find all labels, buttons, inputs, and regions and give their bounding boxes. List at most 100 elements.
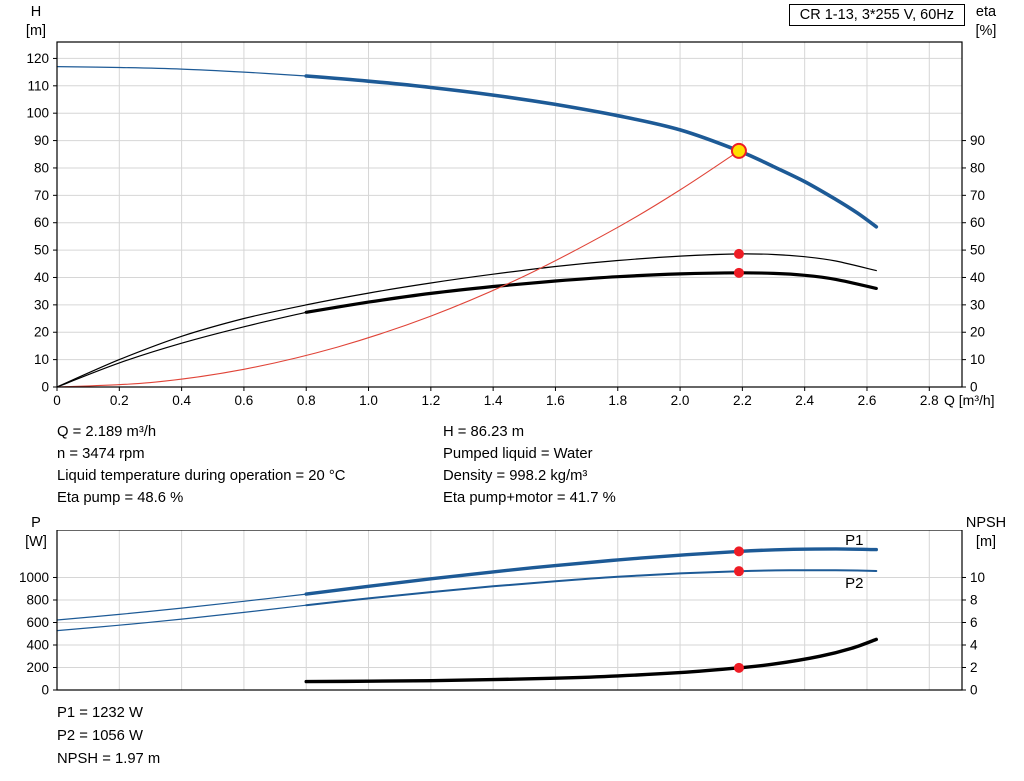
tick-label-bottom: 0.2 bbox=[110, 393, 129, 408]
p-axis-title-symbol: P bbox=[31, 515, 41, 531]
curve-label-p1: P1 bbox=[845, 532, 863, 549]
tick-label-right: 40 bbox=[970, 270, 985, 285]
tick-label-left: 50 bbox=[34, 243, 49, 258]
tick-label-right: 2 bbox=[970, 660, 978, 675]
tick-label-left: 400 bbox=[26, 637, 49, 652]
curve-label-p2: P2 bbox=[845, 575, 863, 592]
tick-label-right: 20 bbox=[970, 325, 985, 340]
p-axis-title-unit: [W] bbox=[25, 534, 47, 550]
tick-label-left: 80 bbox=[34, 160, 49, 175]
p2-curve-thin bbox=[56, 604, 307, 632]
info-eta-pump-motor: Eta pump+motor = 41.7 % bbox=[443, 490, 616, 506]
power-npsh-chart: 0 200 400 600 800 1000 0 2 4 6 8 10 P1 P2 bbox=[19, 530, 985, 698]
tick-label-left: 30 bbox=[34, 297, 49, 312]
tick-label-right: 50 bbox=[970, 243, 985, 258]
tick-label-right: 10 bbox=[970, 570, 985, 585]
h-axis-title-unit: [m] bbox=[25, 23, 47, 39]
q-axis-unit-label: Q [m³/h] bbox=[944, 392, 995, 408]
eta-axis-title-symbol: eta bbox=[975, 4, 997, 20]
chart-border bbox=[56, 530, 963, 691]
info-head: H = 86.23 m bbox=[443, 424, 525, 440]
tick-label-right: 8 bbox=[970, 592, 978, 607]
qh-eta-chart: 0 10 20 30 40 50 60 70 80 90 100 110 120 0 10 20 30 40 50 6… bbox=[26, 41, 985, 408]
duty-point bbox=[730, 142, 747, 159]
tick-label-right: 80 bbox=[970, 160, 985, 175]
p1-point bbox=[733, 546, 744, 557]
tick-label-left: 800 bbox=[26, 592, 49, 607]
eta-pump-point bbox=[733, 248, 744, 259]
p1-curve-thin bbox=[56, 593, 307, 621]
tick-label-bottom: 0.8 bbox=[297, 393, 316, 408]
tick-label-bottom: 2.0 bbox=[671, 393, 690, 408]
eta-axis-title: eta [%] bbox=[962, 3, 1010, 41]
tick-label-left: 10 bbox=[34, 352, 49, 367]
info-density: Density = 998.2 kg/m³ bbox=[443, 468, 588, 484]
qh-curve bbox=[304, 74, 879, 229]
tick-label-bottom: 2.4 bbox=[795, 393, 814, 408]
tick-label-right: 10 bbox=[970, 352, 985, 367]
results-block: P1 = 1232 W P2 = 1056 W NPSH = 1.97 m bbox=[57, 702, 160, 771]
tick-label-bottom: 0 bbox=[53, 393, 61, 408]
eta-pump-motor-curve bbox=[304, 271, 878, 314]
tick-label-right: 60 bbox=[970, 215, 985, 230]
tick-label-bottom: 2.6 bbox=[858, 393, 877, 408]
tick-label-left: 600 bbox=[26, 615, 49, 630]
tick-label-right: 70 bbox=[970, 188, 985, 203]
tick-label-right: 4 bbox=[970, 637, 978, 652]
chart-border bbox=[56, 41, 963, 388]
operating-data-left-column: Q = 2.189 m³/h n = 3474 rpm Liquid tempe… bbox=[57, 421, 345, 509]
tick-label-bottom: 1.8 bbox=[608, 393, 627, 408]
plot-area: 0 10 20 30 40 50 60 70 80 90 100 110 120 0 10 20 30 40 50 6… bbox=[26, 41, 985, 408]
p1-curve bbox=[304, 547, 878, 596]
npsh-axis-title-symbol: NPSH bbox=[965, 515, 1007, 531]
tick-label-left: 20 bbox=[34, 325, 49, 340]
npsh-axis-title-unit: [m] bbox=[975, 534, 997, 550]
tick-label-bottom: 1.6 bbox=[546, 393, 565, 408]
operating-data-right-column: H = 86.23 m Pumped liquid = Water Densit… bbox=[443, 421, 616, 509]
plot-area: 0 200 400 600 800 1000 0 2 4 6 8 10 P1 P2 bbox=[19, 530, 985, 698]
eta-pump-motor-curve-thin bbox=[56, 311, 307, 388]
eta-axis-title-unit: [%] bbox=[975, 23, 997, 39]
npsh-point bbox=[733, 662, 744, 673]
tick-label-bottom: 0.6 bbox=[235, 393, 254, 408]
npsh-result: NPSH = 1.97 m bbox=[57, 751, 161, 767]
tick-label-right: 6 bbox=[970, 615, 978, 630]
tick-label-bottom: 1.2 bbox=[421, 393, 440, 408]
npsh-axis-title: NPSH [m] bbox=[954, 514, 1018, 552]
tick-label-left: 70 bbox=[34, 188, 49, 203]
tick-label-bottom: 0.4 bbox=[172, 393, 191, 408]
qh-curve-thin bbox=[56, 66, 307, 77]
tick-label-left: 120 bbox=[26, 51, 49, 66]
duty-parabola bbox=[56, 150, 740, 388]
info-speed: n = 3474 rpm bbox=[57, 446, 145, 462]
tick-label-right: 30 bbox=[970, 297, 985, 312]
info-eta-pump: Eta pump = 48.6 % bbox=[57, 490, 184, 506]
tick-label-left: 200 bbox=[26, 660, 49, 675]
tick-label-left: 110 bbox=[27, 78, 49, 93]
p-axis-title: P [W] bbox=[14, 514, 58, 552]
h-axis-title-symbol: H bbox=[30, 4, 42, 20]
eta-pump-curve bbox=[56, 253, 877, 388]
tick-label-bottom: 2.2 bbox=[733, 393, 752, 408]
h-axis-title: H [m] bbox=[14, 3, 58, 41]
tick-label-bottom: 2.8 bbox=[920, 393, 939, 408]
tick-label-left: 100 bbox=[26, 106, 49, 121]
tick-label-left: 0 bbox=[41, 380, 49, 395]
npsh-curve bbox=[304, 637, 878, 684]
p2-point bbox=[733, 566, 744, 577]
tick-label-right: 90 bbox=[970, 133, 985, 148]
p1-result: P1 = 1232 W bbox=[57, 705, 143, 721]
tick-label-left: 90 bbox=[34, 133, 49, 148]
eta-pump-motor-point bbox=[733, 267, 744, 278]
tick-label-left: 60 bbox=[34, 215, 49, 230]
info-flow: Q = 2.189 m³/h bbox=[57, 424, 157, 440]
p2-curve bbox=[305, 569, 878, 607]
tick-label-right: 0 bbox=[970, 380, 978, 395]
tick-label-bottom: 1.0 bbox=[359, 393, 378, 408]
tick-label-left: 40 bbox=[34, 270, 49, 285]
pump-model-badge: CR 1-13, 3*255 V, 60Hz bbox=[788, 4, 965, 26]
tick-label-bottom: 1.4 bbox=[484, 393, 503, 408]
info-pumped-liquid: Pumped liquid = Water bbox=[443, 446, 593, 462]
tick-label-right: 0 bbox=[970, 683, 978, 698]
